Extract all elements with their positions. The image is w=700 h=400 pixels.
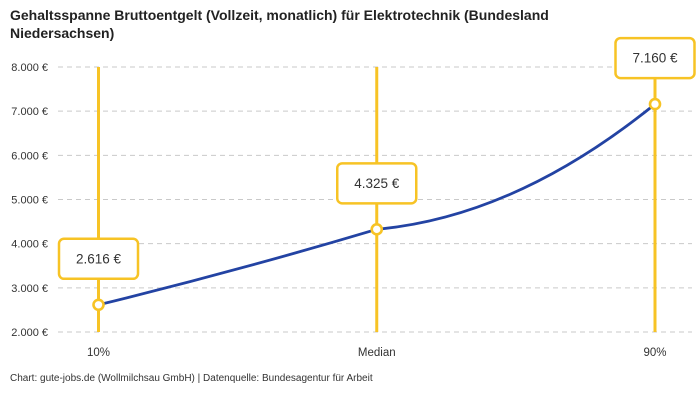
value-label-box — [336, 162, 418, 205]
data-point-marker — [92, 298, 105, 312]
chart-source-note: Chart: gute-jobs.de (Wollmilchsau GmbH) … — [10, 373, 373, 384]
y-tick-label: 2.000 € — [11, 327, 48, 339]
data-point-marker — [370, 223, 384, 236]
value-label: 7.160 € — [632, 51, 678, 66]
x-tick-label: 90% — [643, 347, 666, 359]
value-label: 2.616 € — [76, 251, 122, 266]
value-label-box — [614, 36, 696, 80]
y-tick-label: 3.000 € — [11, 283, 48, 295]
chart-title: Gehaltsspanne Bruttoentgelt (Vollzeit, m… — [10, 7, 549, 42]
y-tick-label: 4.000 € — [11, 239, 48, 251]
y-tick-label: 7.000 € — [11, 106, 48, 118]
y-tick-label: 8.000 € — [11, 62, 48, 74]
value-label-box — [57, 237, 140, 281]
data-point-marker — [648, 97, 662, 111]
value-label: 4.325 € — [354, 176, 400, 191]
x-tick-label: 10% — [87, 347, 110, 359]
y-tick-label: 6.000 € — [11, 150, 48, 162]
x-tick-label: Median — [358, 347, 396, 359]
y-tick-label: 5.000 € — [11, 195, 48, 207]
